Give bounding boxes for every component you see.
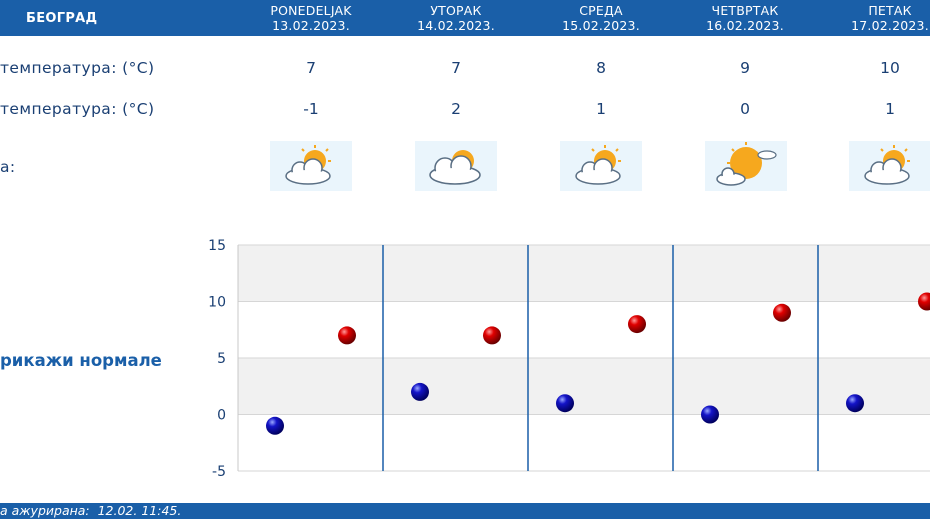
- day-name: PONEDELJAK: [270, 3, 352, 18]
- min-temp-point: [266, 416, 284, 435]
- grid-band: [238, 245, 930, 302]
- day-name: ПЕТАК: [868, 3, 912, 18]
- day-date: 17.02.2023.: [851, 18, 929, 33]
- day-name: ЧЕТВРТАК: [711, 3, 779, 18]
- max-temp-label: температура: (°C): [0, 59, 155, 77]
- max-temp-point: [628, 315, 646, 334]
- min-temp-cell: -1: [303, 100, 319, 118]
- show-normals-link[interactable]: рикажи нормале: [0, 351, 162, 370]
- min-temp-cell: 1: [596, 100, 606, 118]
- city-name: БЕОГРАД: [26, 11, 98, 26]
- min-temp-cell: 0: [740, 100, 750, 118]
- day-date: 15.02.2023.: [562, 18, 640, 33]
- max-temp-point: [918, 292, 930, 311]
- partly-cloudy-icon: [849, 141, 930, 191]
- day-name: СРЕДА: [579, 3, 623, 18]
- min-temp-label: температура: (°C): [0, 100, 155, 118]
- max-temp-cell: 8: [596, 59, 606, 77]
- y-tick-label: 0: [217, 408, 226, 424]
- max-temp-point: [483, 326, 501, 345]
- y-tick-label: 10: [208, 295, 226, 311]
- max-temp-point: [338, 326, 356, 345]
- partly-cloudy-icon: [270, 141, 352, 191]
- y-tick-label: -5: [212, 464, 226, 480]
- max-temp-cell: 10: [880, 59, 900, 77]
- max-temp-point: [773, 303, 791, 322]
- day-header-2: УТОРАК 14.02.2023.: [383, 3, 529, 33]
- last-updated-bar: а ажурирана: 12.02. 11:45.: [0, 503, 930, 519]
- day-date: 13.02.2023.: [272, 18, 350, 33]
- last-updated-text: а ажурирана: 12.02. 11:45.: [0, 503, 182, 518]
- max-temp-cell: 7: [451, 59, 461, 77]
- max-temp-cell: 9: [740, 59, 750, 77]
- day-date: 16.02.2023.: [706, 18, 784, 33]
- y-tick-label: 15: [208, 238, 226, 254]
- y-tick-label: 5: [217, 351, 226, 367]
- grid-band: [238, 358, 930, 415]
- grid-band: [238, 414, 930, 471]
- day-header-3: СРЕДА 15.02.2023.: [528, 3, 674, 33]
- min-temp-point: [701, 405, 719, 424]
- min-temp-cell: 2: [451, 100, 461, 118]
- day-header-5: ПЕТАК 17.02.2023.: [817, 3, 930, 33]
- min-temp-cell: 1: [885, 100, 895, 118]
- mostly-sunny-icon: [705, 141, 787, 191]
- day-name: УТОРАК: [430, 3, 482, 18]
- max-temp-cell: 7: [306, 59, 316, 77]
- partly-cloudy-icon: [560, 141, 642, 191]
- min-temp-point: [846, 394, 864, 413]
- day-header-4: ЧЕТВРТАК 16.02.2023.: [672, 3, 818, 33]
- day-date: 14.02.2023.: [417, 18, 495, 33]
- temperature-chart: 15 10 5 0 -5: [208, 238, 930, 480]
- weather-label: а:: [0, 158, 16, 176]
- cloudy-sun-icon: [415, 141, 497, 191]
- min-temp-point: [411, 382, 429, 401]
- min-temp-point: [556, 394, 574, 413]
- day-header-1: PONEDELJAK 13.02.2023.: [238, 3, 384, 33]
- forecast-header: БЕОГРАД PONEDELJAK 13.02.2023. УТОРАК 14…: [0, 0, 930, 36]
